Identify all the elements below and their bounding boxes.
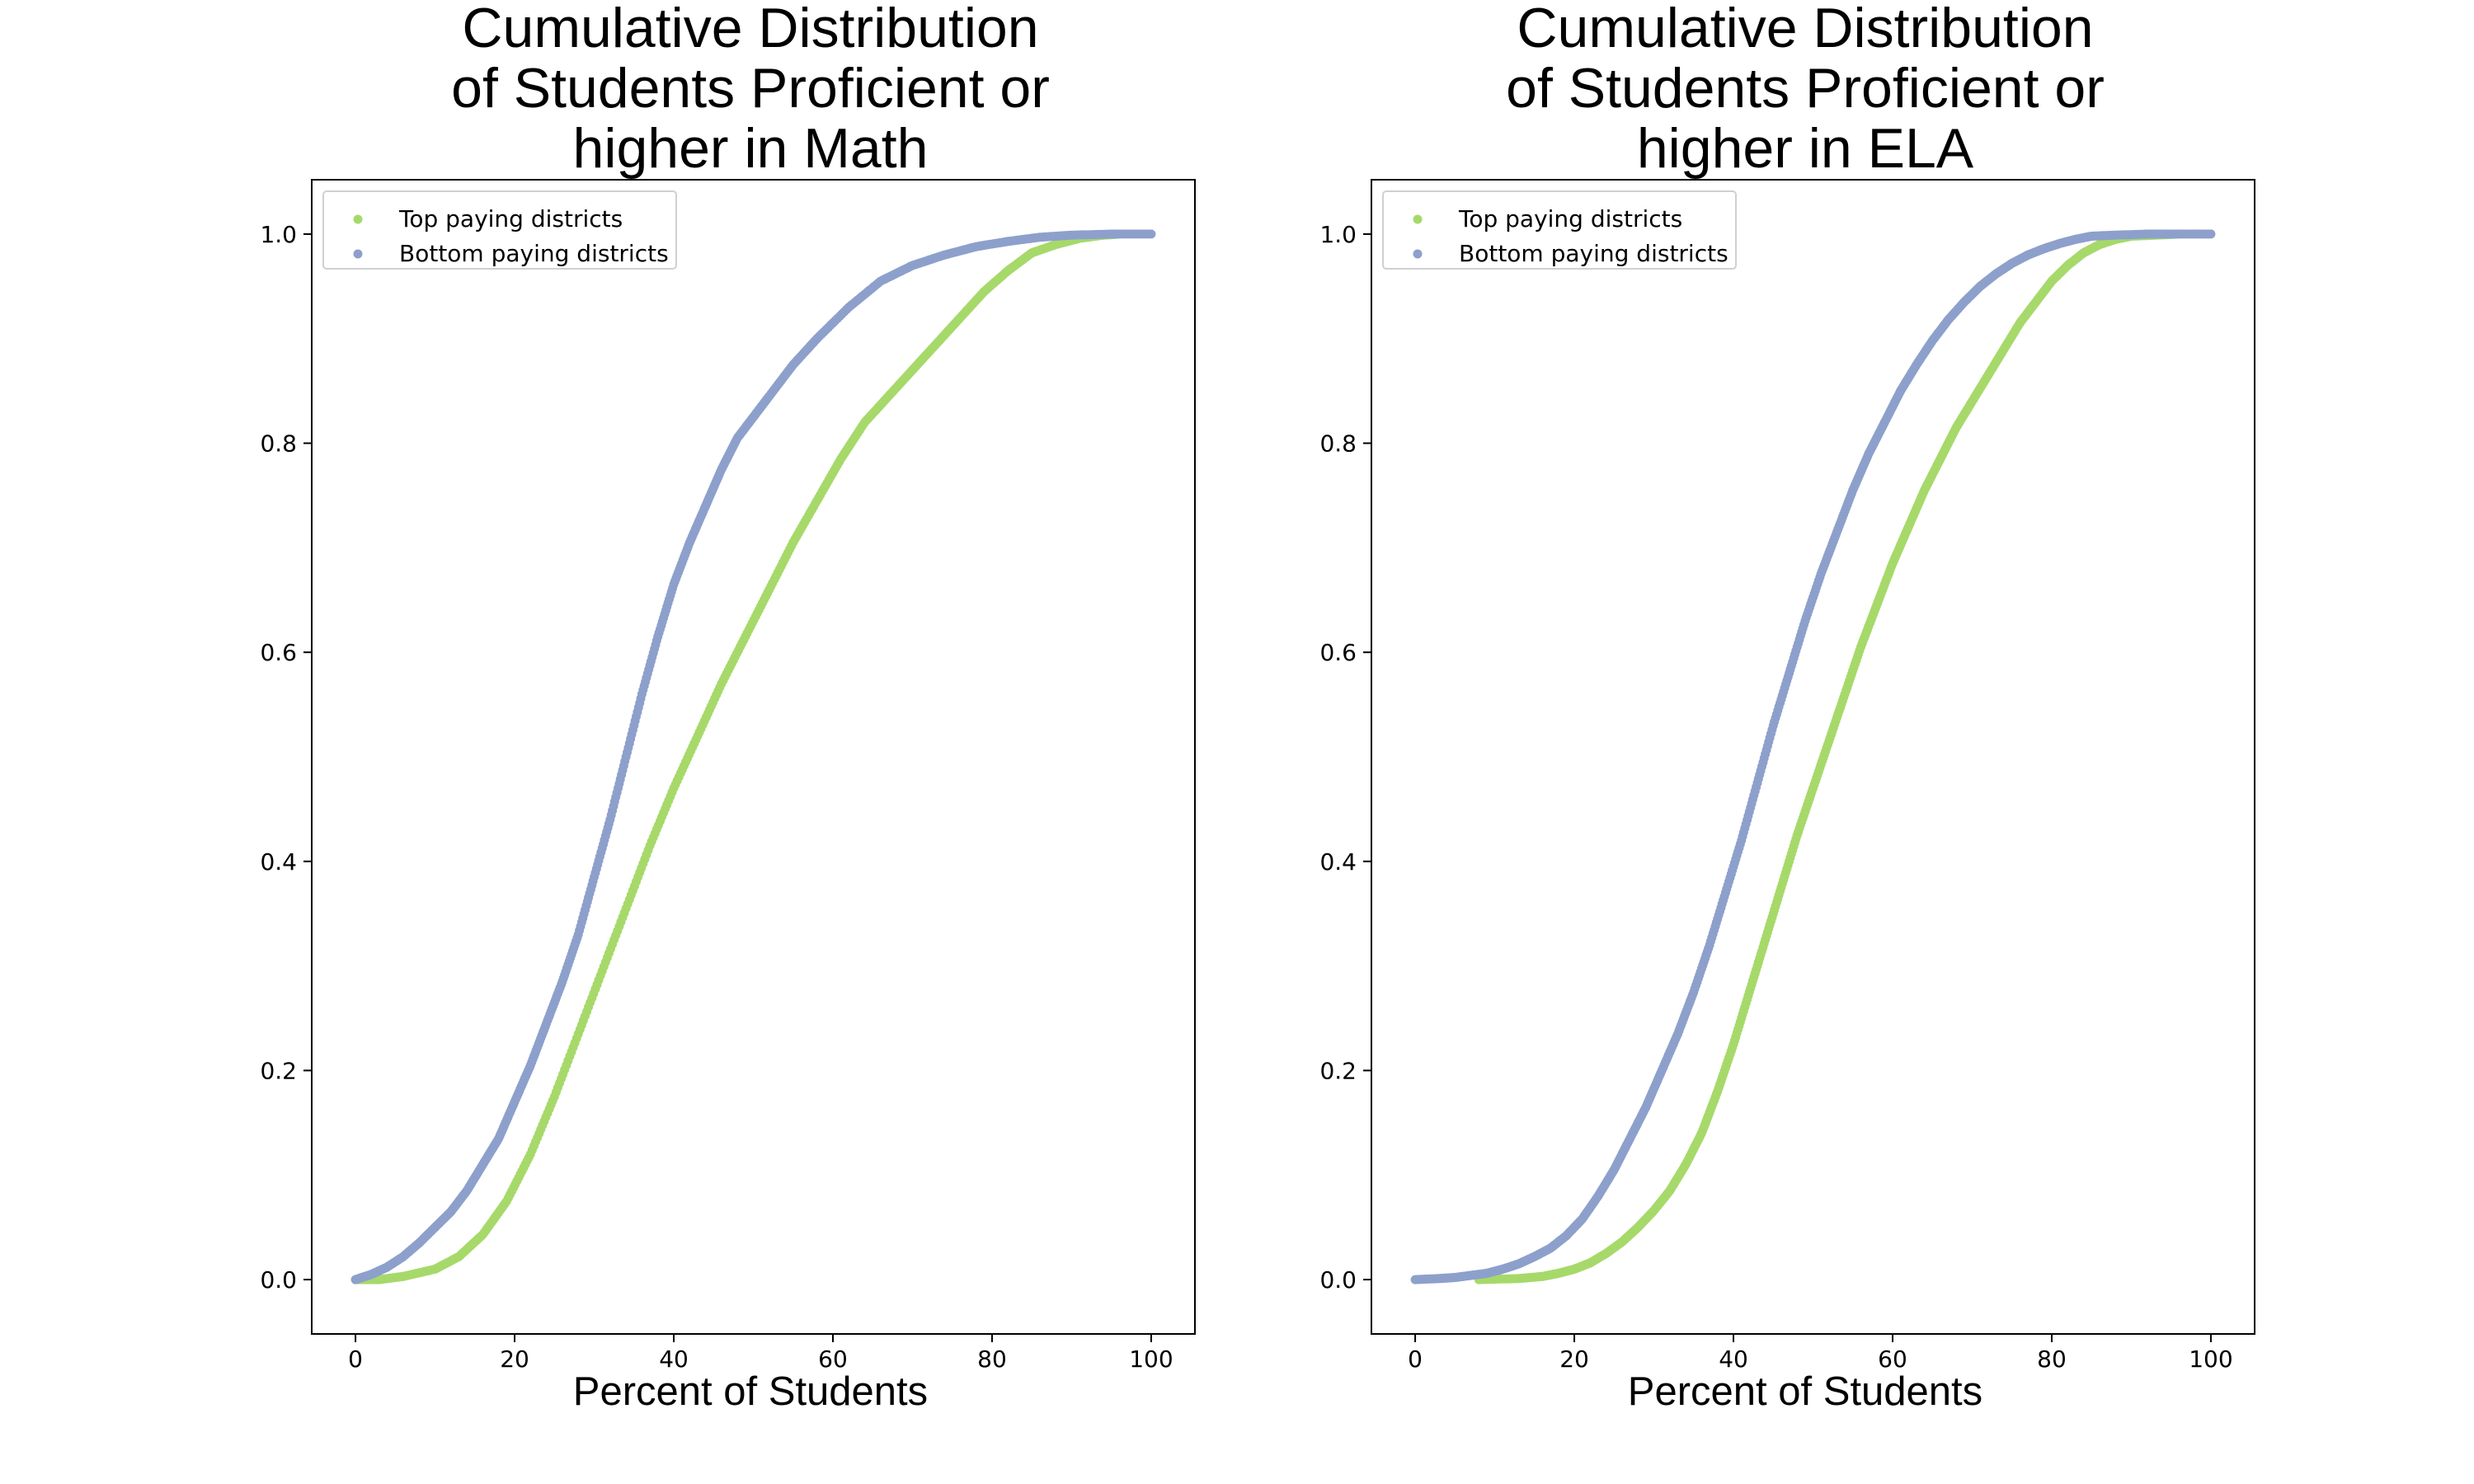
y-tick-label: 0.8 — [1319, 430, 1357, 458]
data-point — [2206, 229, 2216, 239]
x-tick-label: 0 — [1408, 1345, 1423, 1373]
y-tick-label: 0.6 — [260, 639, 297, 666]
y-tick-label: 1.0 — [1319, 221, 1357, 248]
legend-label: Bottom paying districts — [1459, 240, 1729, 267]
legend-label: Top paying districts — [1458, 205, 1682, 232]
title-math-line-3: higher in Math — [572, 117, 929, 180]
legend-label: Top paying districts — [398, 205, 623, 232]
x-tick-label: 80 — [977, 1345, 1007, 1373]
title-math-line-2: of Students Proficient or — [451, 57, 1050, 120]
x-tick-label: 100 — [2189, 1345, 2232, 1373]
y-tick-label: 0.2 — [1319, 1057, 1357, 1084]
chart-0: 0 20 40 60 80 100 0.0 0.2 0.4 0.6 0.8 1.0 Top paying… — [260, 179, 1196, 1373]
y-tick-label: 0.6 — [1319, 639, 1357, 666]
y-tick-label: 0.4 — [260, 848, 297, 876]
x-tick-label: 40 — [1719, 1345, 1748, 1373]
x-tick-label: 80 — [2037, 1345, 2067, 1373]
title-math-line-1: Cumulative Distribution — [462, 0, 1039, 59]
legend-marker — [1413, 249, 1423, 259]
title-math: Cumulative Distribution of Students Prof… — [132, 0, 1369, 179]
title-ela-line-2: of Students Proficient or — [1506, 57, 2105, 120]
xlabel-ela: Percent of Students — [1627, 1369, 1983, 1414]
y-tick-label: 0.8 — [260, 430, 297, 458]
series-top-paying — [350, 229, 1124, 1284]
legend-marker — [353, 249, 363, 259]
chart-1: 0 20 40 60 80 100 0.0 0.2 0.4 0.6 0.8 1.0 Top paying… — [1319, 179, 2255, 1373]
xlabel-math: Percent of Students — [572, 1369, 929, 1414]
plot-frame — [1371, 179, 2255, 1335]
y-tick-label: 0.4 — [1319, 848, 1357, 876]
plot-frame — [311, 179, 1196, 1335]
legend-label: Bottom paying districts — [399, 240, 669, 267]
x-tick-label: 60 — [1878, 1345, 1907, 1373]
title-ela: Cumulative Distribution of Students Prof… — [1187, 0, 2424, 179]
y-tick-label: 1.0 — [260, 221, 297, 248]
legend-box — [1382, 190, 1737, 270]
y-tick-label: 0.0 — [260, 1266, 297, 1294]
title-ela-line-1: Cumulative Distribution — [1517, 0, 2094, 59]
x-tick-label: 20 — [1559, 1345, 1589, 1373]
x-tick-label: 60 — [818, 1345, 848, 1373]
series-bottom-paying — [1410, 229, 2216, 1284]
y-tick-label: 0.0 — [1319, 1266, 1357, 1294]
series-bottom-paying — [350, 229, 1156, 1284]
legend-box — [322, 190, 677, 270]
x-tick-label: 0 — [348, 1345, 363, 1373]
x-tick-label: 20 — [500, 1345, 529, 1373]
title-ela-line-3: higher in ELA — [1636, 117, 1974, 180]
data-point — [1146, 229, 1156, 239]
legend-marker — [353, 214, 363, 224]
y-tick-label: 0.2 — [260, 1057, 297, 1084]
x-tick-label: 100 — [1129, 1345, 1173, 1373]
legend-marker — [1413, 214, 1423, 224]
x-tick-label: 40 — [659, 1345, 689, 1373]
